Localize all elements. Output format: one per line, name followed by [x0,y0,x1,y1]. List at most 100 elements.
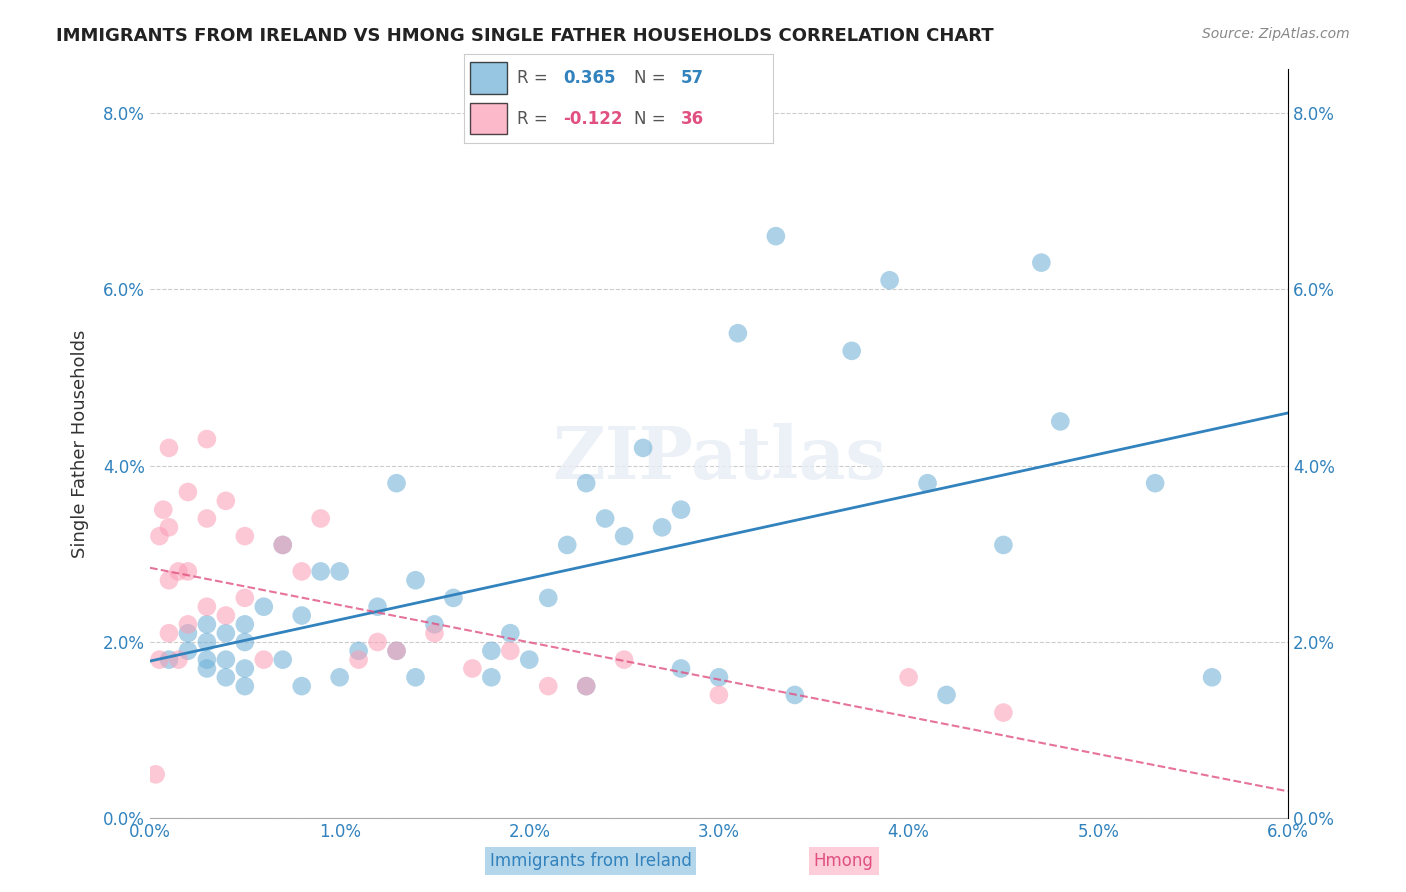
Point [177,485,200,500]
Point [167,653,190,667]
Text: IMMIGRANTS FROM IRELAND VS HMONG SINGLE FATHER HOUSEHOLDS CORRELATION CHART: IMMIGRANTS FROM IRELAND VS HMONG SINGLE … [56,27,994,45]
Point [385,644,408,658]
Point [1049,414,1071,428]
Point [271,538,294,552]
Text: -0.122: -0.122 [562,110,623,128]
Point [727,326,749,341]
Point [479,670,502,684]
Point [1201,670,1223,684]
Point [517,653,540,667]
Point [195,599,218,614]
Point [291,565,314,579]
Point [195,617,218,632]
Text: N =: N = [634,110,671,128]
Point [253,599,276,614]
Point [157,520,180,534]
Point [423,617,446,632]
Text: Hmong: Hmong [814,852,873,870]
Point [613,653,636,667]
Text: N =: N = [634,70,671,87]
Point [145,767,167,781]
Point [367,599,389,614]
Text: 0.365: 0.365 [562,70,616,87]
Point [309,511,332,525]
Point [669,661,692,675]
Point [575,476,598,491]
Point [441,591,464,605]
Point [233,529,256,543]
Point [593,511,616,525]
Point [385,476,408,491]
Point [233,617,256,632]
Point [177,626,200,640]
Point [215,653,238,667]
Point [177,644,200,658]
Point [215,670,238,684]
Point [195,653,218,667]
Point [385,644,408,658]
Point [423,626,446,640]
Point [215,493,238,508]
Point [291,608,314,623]
Point [897,670,920,684]
Point [613,529,636,543]
Text: R =: R = [516,70,553,87]
Point [917,476,939,491]
Point [461,661,484,675]
Point [309,565,332,579]
Point [347,653,370,667]
Point [993,538,1015,552]
Point [765,229,787,244]
Point [879,273,901,287]
Text: Immigrants from Ireland: Immigrants from Ireland [489,852,692,870]
Point [707,670,730,684]
Text: 57: 57 [681,70,703,87]
Point [215,626,238,640]
Text: ZIPatlas: ZIPatlas [553,423,886,494]
Point [152,502,174,516]
Point [253,653,276,667]
Point [993,706,1015,720]
Point [148,653,170,667]
Point [271,653,294,667]
Point [555,538,578,552]
Point [631,441,654,455]
Point [367,635,389,649]
Point [291,679,314,693]
Point [233,661,256,675]
Point [499,626,522,640]
Point [157,441,180,455]
Point [195,432,218,446]
Point [499,644,522,658]
Point [167,565,190,579]
Point [195,511,218,525]
Point [177,617,200,632]
Point [271,538,294,552]
Point [783,688,806,702]
Point [707,688,730,702]
Point [405,573,427,587]
FancyBboxPatch shape [470,62,508,94]
Point [233,679,256,693]
FancyBboxPatch shape [470,103,508,134]
Point [347,644,370,658]
Point [195,635,218,649]
Point [651,520,673,534]
Point [669,502,692,516]
Point [575,679,598,693]
Text: 36: 36 [681,110,703,128]
Point [537,591,560,605]
Point [935,688,957,702]
Y-axis label: Single Father Households: Single Father Households [72,329,89,558]
Point [177,565,200,579]
Point [329,565,352,579]
Point [233,635,256,649]
Point [575,679,598,693]
Point [195,661,218,675]
Point [537,679,560,693]
Point [157,573,180,587]
Point [157,653,180,667]
Point [148,529,170,543]
Point [1031,255,1053,269]
Point [479,644,502,658]
